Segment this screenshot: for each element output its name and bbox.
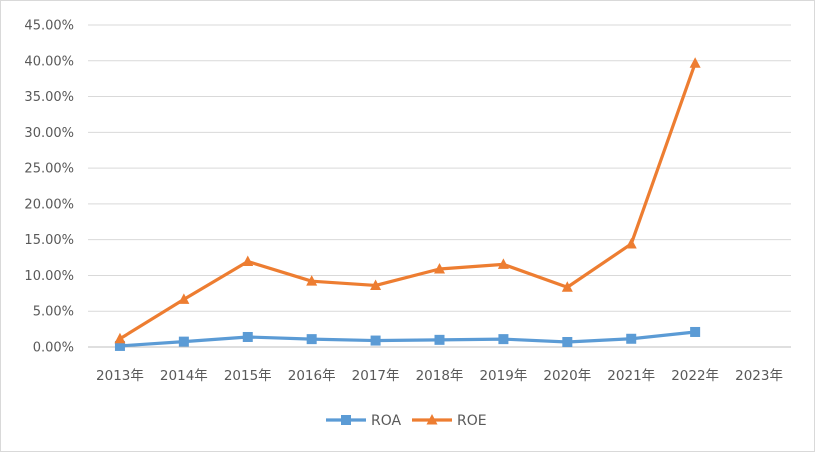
y-tick-label: 20.00% [24, 197, 74, 212]
point-roe [625, 237, 637, 249]
point-roa [370, 335, 381, 346]
x-tick-label: 2016年 [288, 368, 336, 384]
point-roe [242, 255, 254, 266]
point-roe [434, 263, 445, 274]
point-roe [497, 258, 509, 269]
point-roa [242, 331, 253, 342]
y-tick-label: 25.00% [24, 162, 74, 177]
point-roa [498, 334, 509, 345]
y-tick-label: 10.00% [24, 269, 74, 284]
point-roa [178, 336, 189, 347]
x-tick-label: 2022年 [671, 368, 719, 384]
point-roa [434, 334, 445, 345]
y-tick-label: 45.00% [24, 19, 74, 34]
point-roe [689, 57, 701, 68]
point-roe [114, 332, 126, 344]
y-tick-label: 30.00% [24, 126, 74, 141]
point-roa [690, 326, 701, 337]
y-tick-label: 5.00% [33, 305, 74, 320]
legend-label-roe: ROE [457, 413, 487, 429]
legend-label-roa: ROA [371, 413, 402, 429]
point-roa [562, 336, 573, 347]
x-tick-label: 2014年 [160, 368, 208, 384]
x-tick-label: 2013年 [96, 368, 144, 384]
series-line-roe [118, 61, 697, 341]
point-roe [178, 293, 190, 304]
y-tick-label: 35.00% [24, 90, 74, 105]
point-roa [626, 333, 637, 344]
x-tick-label: 2023年 [735, 368, 783, 384]
series-line-roa [118, 330, 697, 348]
point-roe [306, 275, 318, 286]
x-tick-label: 2018年 [416, 368, 464, 384]
y-tick-label: 40.00% [24, 54, 74, 69]
point-roe [370, 279, 382, 290]
legend-marker-roe [426, 414, 438, 425]
x-tick-label: 2017年 [352, 368, 400, 384]
point-roa [306, 334, 317, 345]
x-tick-label: 2020年 [543, 368, 591, 384]
point-roa [114, 340, 125, 351]
y-tick-label: 0.00% [33, 341, 74, 356]
x-tick-label: 2019年 [479, 368, 527, 384]
point-roe [561, 281, 573, 292]
legend-marker-roa [341, 415, 351, 425]
x-tick-label: 2015年 [224, 368, 272, 384]
y-tick-label: 15.00% [24, 233, 74, 248]
x-tick-label: 2021年 [607, 368, 655, 384]
